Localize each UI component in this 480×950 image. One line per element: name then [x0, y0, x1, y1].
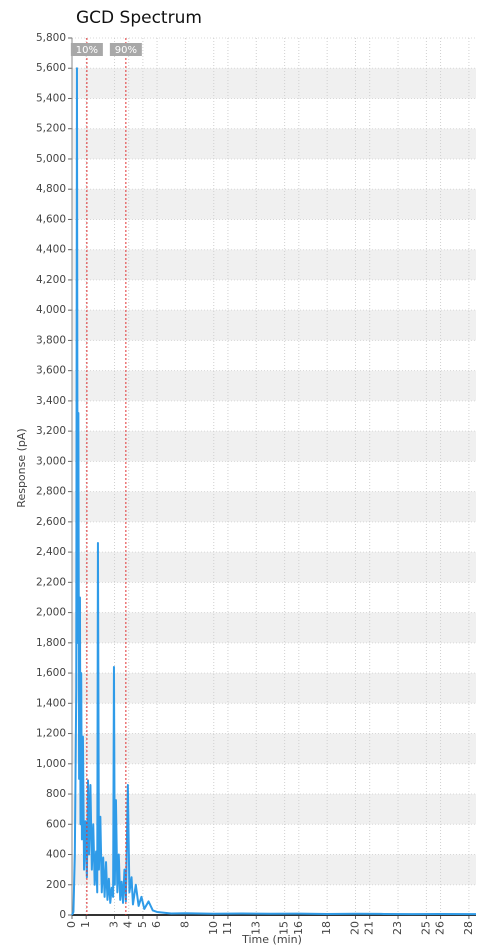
x-tick-label: 13 — [249, 921, 262, 935]
x-tick-label: 11 — [221, 921, 234, 935]
grid-band — [72, 189, 476, 220]
y-tick-label: 2,800 — [36, 486, 66, 498]
y-tick-label: 5,400 — [36, 92, 66, 104]
x-tick-label: 26 — [434, 921, 447, 935]
marker-label: 90% — [115, 45, 137, 56]
y-tick-label: 1,600 — [36, 667, 66, 679]
y-tick-label: 0 — [59, 909, 66, 921]
x-tick-label: 3 — [108, 921, 121, 928]
x-tick-label: 18 — [320, 921, 333, 935]
y-tick-label: 1,000 — [36, 758, 66, 770]
y-tick-label: 3,800 — [36, 334, 66, 346]
x-tick-label: 16 — [292, 921, 305, 935]
x-tick-label: 28 — [462, 921, 475, 935]
grid-band — [72, 552, 476, 583]
y-tick-label: 2,400 — [36, 546, 66, 558]
y-tick-label: 200 — [46, 879, 66, 891]
x-tick-label: 6 — [150, 921, 163, 928]
y-tick-label: 400 — [46, 849, 66, 861]
x-tick-label: 20 — [349, 921, 362, 935]
x-tick-label: 25 — [419, 921, 432, 935]
grid-band — [72, 128, 476, 159]
y-tick-label: 4,600 — [36, 213, 66, 225]
y-tick-label: 5,200 — [36, 123, 66, 135]
x-tick-label: 15 — [278, 921, 291, 935]
grid-band — [72, 310, 476, 341]
grid-band — [72, 249, 476, 280]
grid-band — [72, 491, 476, 522]
y-tick-label: 2,200 — [36, 576, 66, 588]
grid-band — [72, 612, 476, 643]
y-tick-label: 5,000 — [36, 153, 66, 165]
y-tick-label: 600 — [46, 818, 66, 830]
chart-title: GCD Spectrum — [76, 8, 202, 28]
y-tick-label: 4,000 — [36, 304, 66, 316]
y-tick-label: 4,400 — [36, 244, 66, 256]
grid-band — [72, 854, 476, 885]
x-tick-label: 4 — [122, 921, 135, 928]
x-tick-label: 21 — [363, 921, 376, 935]
y-tick-label: 3,200 — [36, 425, 66, 437]
y-tick-label: 2,000 — [36, 607, 66, 619]
y-tick-label: 3,000 — [36, 455, 66, 467]
y-tick-label: 4,200 — [36, 274, 66, 286]
x-tick-label: 8 — [178, 921, 191, 928]
y-tick-label: 5,800 — [36, 32, 66, 44]
grid-band — [72, 68, 476, 99]
x-tick-label: 10 — [207, 921, 220, 935]
y-tick-label: 2,600 — [36, 516, 66, 528]
grid-band — [72, 733, 476, 764]
y-tick-label: 1,200 — [36, 728, 66, 740]
y-tick-label: 1,800 — [36, 637, 66, 649]
x-tick-label: 23 — [391, 921, 404, 935]
x-axis-label: Time (min) — [241, 933, 302, 946]
grid-band — [72, 673, 476, 704]
grid-band — [72, 431, 476, 462]
marker-label: 10% — [76, 45, 98, 56]
x-tick-label: 5 — [136, 921, 149, 928]
x-tick-label: 1 — [79, 921, 92, 928]
y-tick-label: 3,400 — [36, 395, 66, 407]
x-tick-label: 0 — [65, 921, 78, 928]
y-tick-label: 4,800 — [36, 183, 66, 195]
marker-label-box — [70, 43, 103, 56]
y-tick-label: 800 — [46, 788, 66, 800]
y-tick-label: 3,600 — [36, 365, 66, 377]
grid-band — [72, 370, 476, 401]
data-line — [71, 67, 477, 916]
y-axis-label: Response (pA) — [15, 428, 28, 507]
grid-band — [72, 794, 476, 825]
y-tick-label: 1,400 — [36, 697, 66, 709]
marker-label-box — [109, 43, 142, 56]
y-tick-label: 5,600 — [36, 62, 66, 74]
